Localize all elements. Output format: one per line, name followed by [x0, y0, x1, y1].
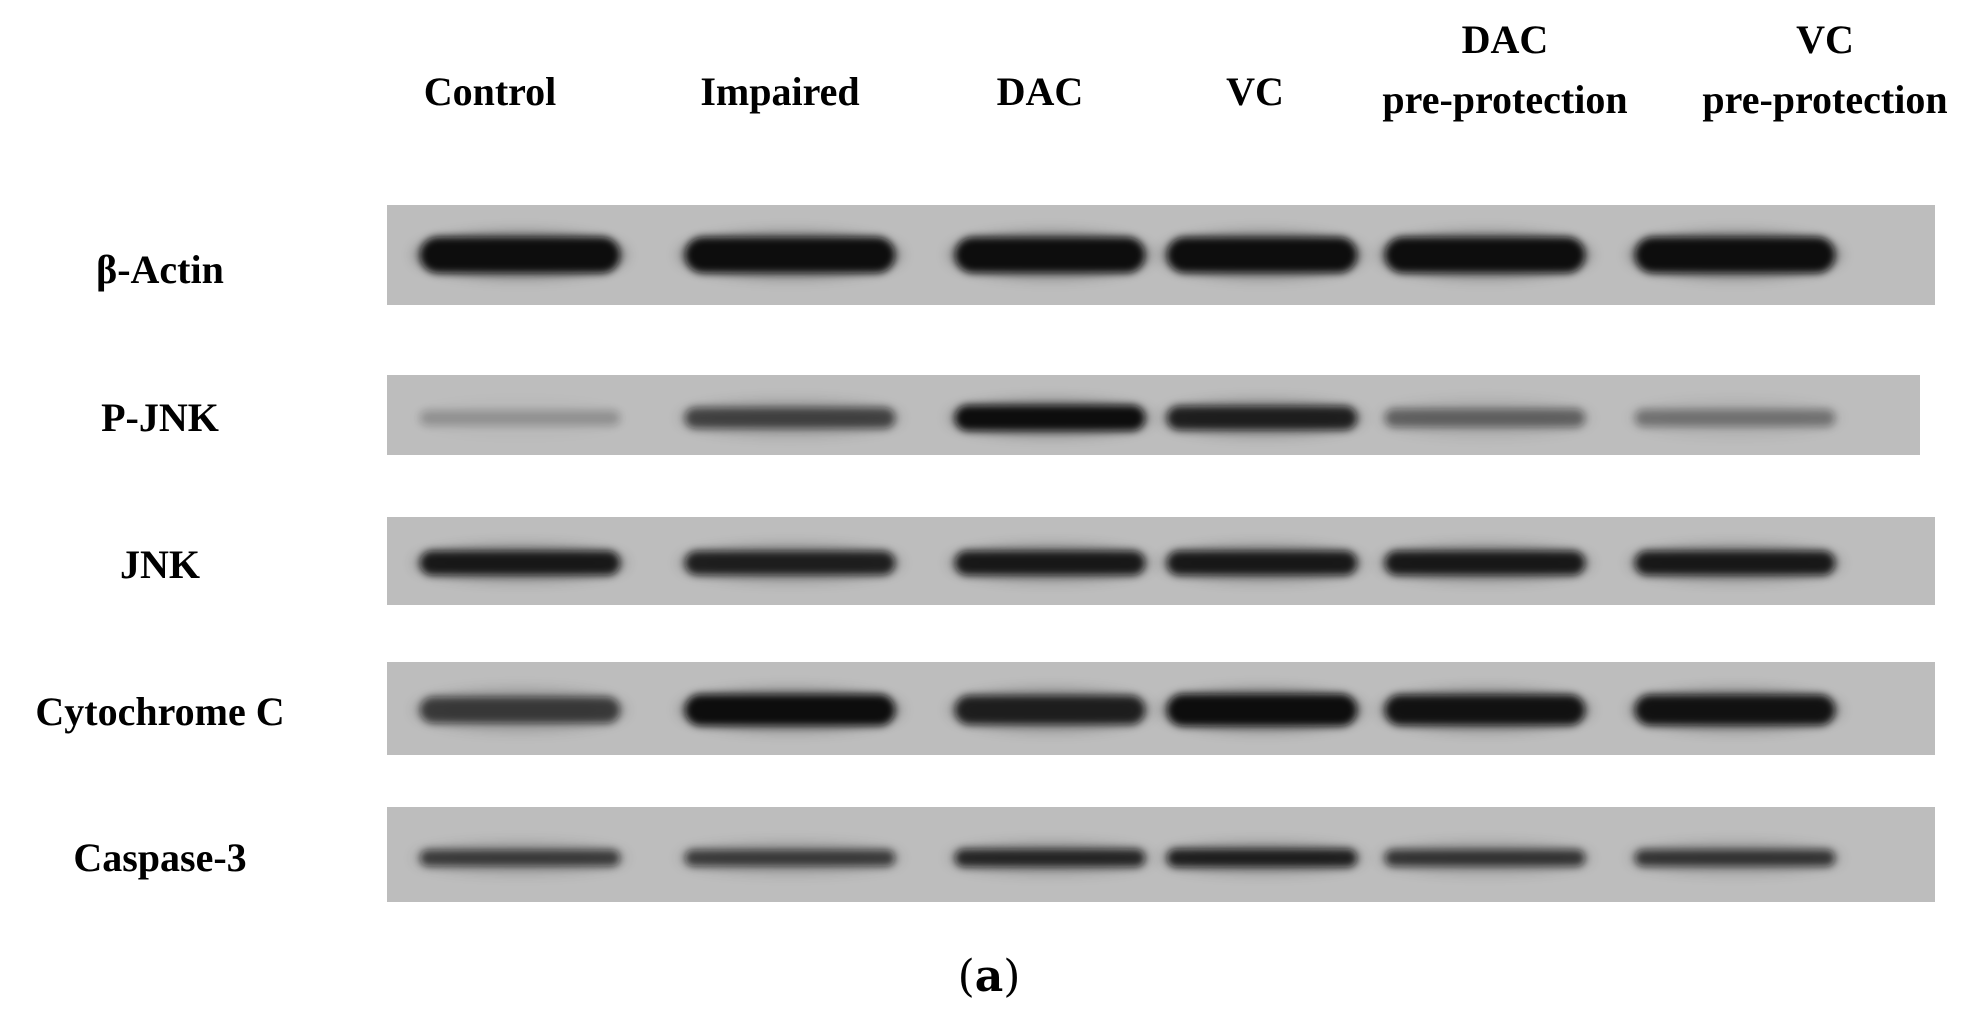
band [679, 690, 901, 730]
column-label-line1: Control [423, 69, 557, 114]
band [1629, 690, 1841, 730]
band [949, 690, 1151, 730]
column-label-line1: VC [1226, 69, 1284, 114]
column-label-line1: DAC [996, 69, 1084, 114]
band [1629, 233, 1841, 277]
band [1379, 233, 1591, 277]
column-label-vc: VC [1195, 72, 1315, 112]
caption-letter: a [974, 951, 1004, 1002]
figure-caption: (a) [0, 955, 1978, 999]
band [1629, 401, 1841, 435]
band [679, 844, 901, 872]
column-label-impaired: Impaired [680, 72, 880, 112]
band [1161, 401, 1363, 435]
caption-close: ) [1003, 951, 1021, 1002]
column-label-line1: Impaired [700, 69, 860, 114]
band [1629, 844, 1841, 872]
band [1379, 690, 1591, 730]
band [1161, 690, 1363, 730]
band [1629, 546, 1841, 580]
column-label-line1: DAC [1461, 17, 1549, 62]
row-label-beta-actin: β-Actin [96, 247, 224, 292]
band [414, 690, 626, 730]
band [679, 546, 901, 580]
band [679, 401, 901, 435]
caption-open: ( [957, 951, 975, 1002]
band [1161, 844, 1363, 872]
column-label-line2: pre-protection [1702, 77, 1948, 122]
row-label-jnk: JNK [120, 542, 200, 587]
band [949, 401, 1151, 435]
column-label-dac-pre-protection: DAC pre-protection [1355, 20, 1655, 120]
band [420, 410, 620, 426]
band [1161, 546, 1363, 580]
column-label-vc-pre-protection: VC pre-protection [1680, 20, 1970, 120]
band [414, 844, 626, 872]
band [1379, 844, 1591, 872]
column-label-control: Control [410, 72, 570, 112]
band [679, 233, 901, 277]
column-label-dac: DAC [970, 72, 1110, 112]
band [414, 233, 626, 277]
row-label-cytochrome-c: Cytochrome C [35, 689, 285, 734]
column-label-line1: VC [1796, 17, 1854, 62]
row-label-p-jnk: P-JNK [101, 395, 219, 440]
column-label-line2: pre-protection [1382, 77, 1628, 122]
band [414, 546, 626, 580]
band [1161, 233, 1363, 277]
band [1379, 546, 1591, 580]
band [949, 844, 1151, 872]
row-label-caspase-3: Caspase-3 [73, 835, 247, 880]
band [949, 546, 1151, 580]
band [1379, 401, 1591, 435]
band [949, 233, 1151, 277]
